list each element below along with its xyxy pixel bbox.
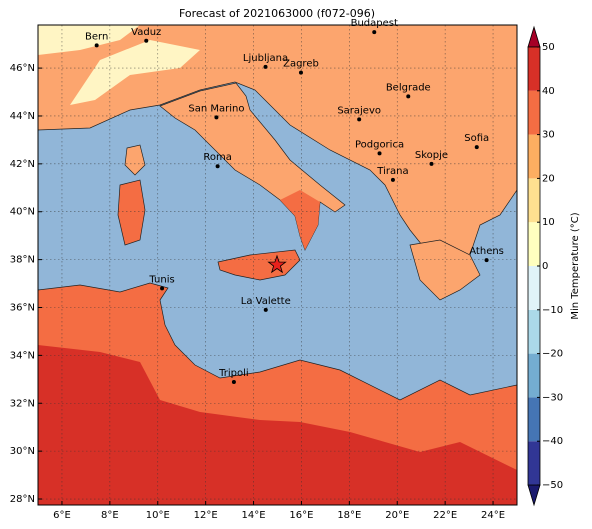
city-label: Sarajevo	[337, 105, 381, 116]
y-tick-label: 38°N	[10, 255, 35, 266]
colorbar-tick-label: −10	[542, 305, 563, 316]
city-dot	[231, 379, 236, 384]
y-tick-label: 32°N	[10, 398, 35, 409]
city-label: Ljubljana	[243, 53, 288, 64]
city-label: Vaduz	[131, 27, 161, 38]
italy-warm	[280, 190, 320, 250]
y-tick-label: 40°N	[10, 207, 35, 218]
city-label: Athens	[469, 246, 504, 257]
colorbar-segment	[528, 266, 540, 310]
colorbar-tick-label: 10	[542, 217, 555, 228]
city-dot	[263, 307, 268, 312]
city-label: Belgrade	[386, 82, 431, 93]
city-dot	[406, 94, 411, 99]
x-tick-label: 22°E	[433, 510, 457, 521]
x-tick-label: 6°E	[53, 510, 71, 521]
colorbar-segment	[528, 47, 540, 91]
y-tick-label: 46°N	[10, 63, 35, 74]
colorbar-tick-label: 50	[542, 42, 555, 53]
city-label: La Valette	[241, 296, 291, 307]
colorbar-extend-top	[527, 25, 541, 48]
city-dot	[298, 70, 303, 75]
city-dot	[214, 115, 219, 120]
x-tick-label: 24°E	[481, 510, 505, 521]
colorbar-tick-label: 0	[542, 261, 548, 272]
x-tick-label: 14°E	[242, 510, 266, 521]
y-tick-label: 36°N	[10, 302, 35, 313]
x-tick-label: 20°E	[385, 510, 409, 521]
title: Forecast of 2021063000 (f072-096)	[179, 7, 375, 20]
colorbar-segment	[528, 309, 540, 354]
city-dot	[263, 64, 268, 69]
city-label: Tripoli	[218, 368, 249, 379]
star-marker	[267, 254, 287, 274]
x-tick-label: 18°E	[337, 510, 361, 521]
x-tick-label: 16°E	[289, 510, 313, 521]
city-dot	[144, 38, 149, 43]
cold-area	[38, 25, 200, 105]
colorbar-tick-label: −50	[542, 480, 563, 491]
colorbar-extend-bottom	[527, 484, 541, 507]
city-dot	[377, 151, 382, 156]
city-label: San Marino	[188, 103, 244, 114]
city-dot	[390, 177, 395, 182]
colorbar-tick-label: −20	[542, 349, 563, 360]
city-dot	[474, 145, 479, 150]
city-label: Skopje	[415, 150, 448, 161]
y-tick-label: 44°N	[10, 111, 35, 122]
y-tick-label: 34°N	[10, 350, 35, 361]
colorbar-tick-label: 20	[542, 173, 555, 184]
city-dot	[429, 161, 434, 166]
city-label: Budapest	[351, 18, 398, 29]
city-dot	[372, 30, 377, 35]
city-label: Bern	[85, 31, 108, 42]
colorbar-segment	[528, 222, 540, 266]
colorbar-label: Min Temperature (°C)	[570, 212, 581, 319]
colorbar-tick-label: −30	[542, 392, 563, 403]
colorbar-segment	[528, 90, 540, 135]
city-label: Roma	[203, 152, 232, 163]
city-label: Tunis	[148, 274, 174, 285]
colorbar-segment	[528, 134, 540, 179]
colorbar-segment	[528, 441, 540, 485]
city-dot	[94, 43, 99, 48]
colorbar-tick-label: 30	[542, 130, 555, 141]
city-label: Sofia	[464, 133, 489, 144]
corsica	[124, 144, 146, 176]
city-dot	[357, 117, 362, 122]
map-frame	[37, 24, 518, 506]
city-dot	[215, 164, 220, 169]
y-tick-label: 42°N	[10, 159, 35, 170]
colorbar-tick-label: −40	[542, 436, 563, 447]
city-label: Tirana	[376, 166, 408, 177]
y-tick-label: 28°N	[10, 494, 35, 505]
city-label: Podgorica	[355, 139, 404, 150]
colorbar-tick-label: 40	[542, 86, 555, 97]
city-dot	[484, 258, 489, 263]
colorbar-segment	[528, 353, 540, 398]
x-tick-label: 12°E	[194, 510, 218, 521]
colorbar-segment	[528, 178, 540, 223]
colorbar-segment	[528, 397, 540, 442]
x-tick-label: 8°E	[101, 510, 119, 521]
y-tick-label: 30°N	[10, 446, 35, 457]
x-tick-label: 10°E	[146, 510, 170, 521]
sicily	[217, 249, 301, 281]
city-label: Zagreb	[283, 59, 319, 70]
city-dot	[160, 286, 165, 291]
sardinia	[117, 179, 146, 246]
